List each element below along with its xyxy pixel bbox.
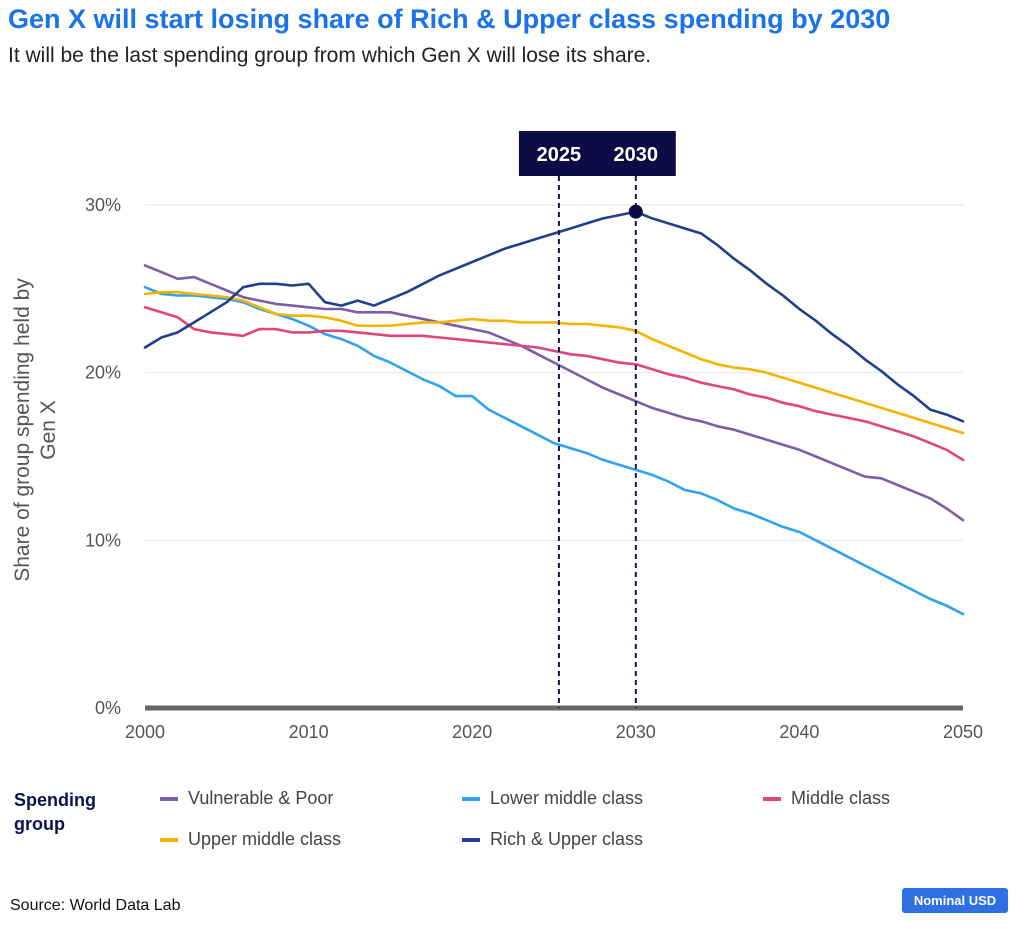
x-axis-ticks: 2000 2010 2020 2030 2040 2050 [125, 722, 983, 742]
legend-label: Middle class [791, 788, 891, 808]
highlight-point-group [628, 204, 643, 219]
legend-item: Lower middle class [462, 788, 643, 809]
y-axis-title-line: Share of group spending held by [11, 278, 34, 582]
x-tick-label: 2010 [289, 722, 329, 742]
y-tick-label: 20% [85, 363, 121, 383]
legend-item: Middle class [763, 788, 890, 809]
legend-swatch [763, 796, 781, 801]
y-axis-ticks: 0% 10% 20% 30% [85, 195, 121, 718]
x-tick-label: 2020 [452, 722, 492, 742]
series-line [143, 305, 965, 462]
source-note: Source: World Data Lab [10, 897, 181, 914]
legend-label: Lower middle class [490, 788, 644, 808]
line-chart: 0% 10% 20% 30% 2000 2010 2020 2030 2040 2050 Sha… [11, 131, 983, 742]
y-axis-title: Share of group spending held by Gen X [11, 278, 60, 582]
year-markers: 2025 2030 [518, 131, 676, 708]
x-tick-label: 2040 [779, 722, 819, 742]
gridlines [145, 204, 963, 711]
x-tick-label: 2000 [125, 722, 165, 742]
currency-badge: Nominal USD [902, 888, 1008, 913]
series-line [143, 285, 965, 616]
x-tick-label: 2030 [616, 722, 656, 742]
legend-label: Upper middle class [188, 829, 342, 849]
y-tick-label: 10% [85, 530, 121, 550]
chart-subtitle: It will be the last spending group from … [8, 44, 652, 67]
y-axis-title-line: Gen X [37, 400, 60, 460]
x-tick-label: 2050 [943, 722, 983, 742]
series-line [143, 264, 965, 522]
legend-swatch [462, 796, 480, 801]
legend-item: Upper middle class [160, 829, 341, 850]
series-line [143, 290, 965, 435]
legend-swatch [160, 837, 178, 842]
highlight-point [628, 204, 643, 219]
legend-swatch [462, 837, 480, 842]
legend-swatch [160, 796, 178, 801]
marker-label: 2030 [614, 144, 659, 166]
marker-box [518, 131, 599, 176]
y-tick-label: 30% [85, 195, 121, 215]
legend-item: Vulnerable & Poor [160, 788, 333, 809]
legend-item: Rich & Upper class [462, 829, 643, 850]
legend-title: Spending group [14, 790, 96, 834]
legend-label: Rich & Upper class [490, 829, 644, 849]
marker-label: 2025 [537, 144, 582, 166]
y-tick-label: 0% [95, 698, 121, 718]
series-line [143, 210, 965, 423]
series-lines [143, 210, 965, 616]
marker-box [595, 131, 676, 176]
chart-title: Gen X will start losing share of Rich & … [8, 4, 891, 34]
legend-label: Vulnerable & Poor [188, 788, 334, 808]
